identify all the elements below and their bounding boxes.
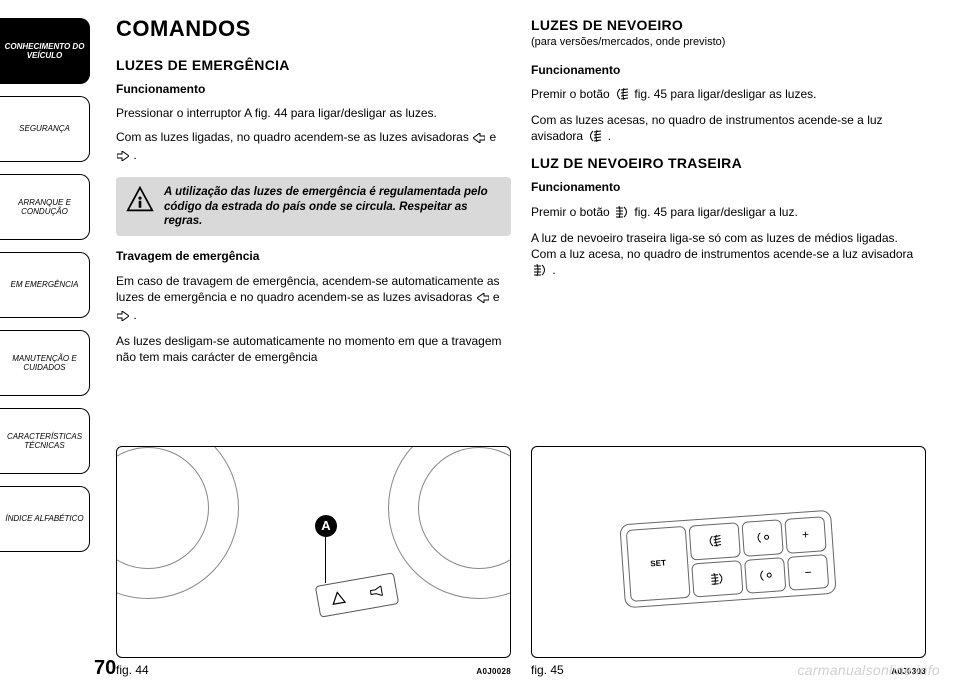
sidebar-tab-conhecimento[interactable]: CONHECIMENTO DO VEÍCULO xyxy=(0,18,90,84)
sidebar-tab-label: CONHECIMENTO DO VEÍCULO xyxy=(4,42,85,60)
body-text: Pressionar o interruptor A fig. 44 para … xyxy=(116,105,511,121)
section-heading-emergencia: LUZES DE EMERGÊNCIA xyxy=(116,56,511,75)
fog-light-rear-icon xyxy=(614,206,630,222)
body-text-fragment: fig. 45 para ligar/desligar a luz. xyxy=(634,205,797,219)
figure-45: + SET − fig. 45 A0J0303 xyxy=(531,446,926,678)
watermark: carmanualsonline.info xyxy=(798,662,941,678)
arrow-left-icon xyxy=(473,131,485,147)
sidebar-tab-seguranca[interactable]: SEGURANÇA xyxy=(0,96,90,162)
horn-icon xyxy=(368,585,384,597)
sidebar-tab-caracteristicas[interactable]: CARACTERÍSTICAS TÉCNICAS xyxy=(0,408,90,474)
panel-btn-set: SET xyxy=(626,526,691,602)
panel-btn-headlamp-up xyxy=(741,519,783,556)
body-text: Com as luzes acesas, no quadro de instru… xyxy=(531,112,926,146)
body-text-fragment: . xyxy=(133,308,136,322)
body-text-fragment: e xyxy=(490,130,497,144)
left-column: COMANDOS LUZES DE EMERGÊNCIA Funcionamen… xyxy=(106,14,521,678)
body-text-fragment: fig. 45 para ligar/desligar as luzes. xyxy=(634,87,816,101)
figure-label: fig. 44 xyxy=(116,662,149,678)
body-text: Com as luzes ligadas, no quadro acendem-… xyxy=(116,129,511,165)
page-number: 70 xyxy=(94,657,116,680)
sidebar-tab-label: CARACTERÍSTICAS TÉCNICAS xyxy=(4,432,85,450)
panel-btn-plus: + xyxy=(784,516,826,553)
panel-btn-headlamp-down xyxy=(744,556,786,593)
subheading-funcionamento: Funcionamento xyxy=(116,81,511,97)
body-text-fragment: . xyxy=(552,263,555,277)
sidebar-nav: CONHECIMENTO DO VEÍCULO SEGURANÇA ARRANQ… xyxy=(0,0,90,686)
hazard-switch xyxy=(315,572,399,617)
panel-btn-fog-front xyxy=(689,522,741,560)
body-text-fragment: . xyxy=(133,148,136,162)
sidebar-tab-emergencia[interactable]: EM EMERGÊNCIA xyxy=(0,252,90,318)
figure-44: A fig. 44 A0J0028 xyxy=(116,446,511,678)
panel-btn-fog-rear xyxy=(691,559,743,597)
body-text-fragment: Premir o botão xyxy=(531,87,613,101)
body-text-fragment: e xyxy=(493,290,500,304)
sidebar-tab-label: EM EMERGÊNCIA xyxy=(10,280,78,289)
panel-btn-minus: − xyxy=(787,553,829,590)
warning-text: A utilização das luzes de emergência é r… xyxy=(164,185,501,228)
hazard-triangle-icon xyxy=(330,590,346,606)
figure-44-frame: A xyxy=(116,446,511,658)
sidebar-tab-manutencao[interactable]: MANUTENÇÃO E CUIDADOS xyxy=(0,330,90,396)
body-text-fragment: Com as luzes acesas, no quadro de instru… xyxy=(531,113,883,143)
fog-light-front-icon xyxy=(614,88,630,104)
arrow-left-icon xyxy=(477,291,489,307)
page-title: COMANDOS xyxy=(116,14,511,44)
body-text: Em caso de travagem de emergência, acend… xyxy=(116,273,511,326)
callout-line xyxy=(325,537,326,583)
subheading-travagem: Travagem de emergência xyxy=(116,248,511,264)
fog-light-rear-icon xyxy=(532,264,548,280)
arrow-right-icon xyxy=(117,309,129,325)
section-heading-nevoeiro-traseira: LUZ DE NEVOEIRO TRASEIRA xyxy=(531,154,926,173)
figure-44-caption: fig. 44 A0J0028 xyxy=(116,662,511,678)
arrow-right-icon xyxy=(117,149,129,165)
sidebar-tab-indice[interactable]: ÍNDICE ALFABÉTICO xyxy=(0,486,90,552)
body-text: A luz de nevoeiro traseira liga-se só co… xyxy=(531,230,926,281)
page-content: COMANDOS LUZES DE EMERGÊNCIA Funcionamen… xyxy=(90,0,960,686)
body-text-fragment: Em caso de travagem de emergência, acend… xyxy=(116,274,500,304)
sidebar-tab-label: ARRANQUE E CONDUÇÃO xyxy=(4,198,85,216)
body-text: Premir o botão fig. 45 para ligar/deslig… xyxy=(531,86,926,104)
section-note: (para versões/mercados, onde previsto) xyxy=(531,35,926,50)
sidebar-tab-label: ÍNDICE ALFABÉTICO xyxy=(5,514,83,523)
section-heading-nevoeiro: LUZES DE NEVOEIRO xyxy=(531,16,926,35)
figure-code: A0J0028 xyxy=(476,667,511,678)
figure-45-frame: + SET − xyxy=(531,446,926,658)
fog-light-front-icon xyxy=(587,130,603,146)
callout-a: A xyxy=(315,515,337,537)
sidebar-tab-label: MANUTENÇÃO E CUIDADOS xyxy=(4,354,85,372)
body-text-fragment: A luz de nevoeiro traseira liga-se só co… xyxy=(531,231,913,261)
body-text-fragment: . xyxy=(608,129,611,143)
fog-light-panel: + SET − xyxy=(619,510,836,609)
sidebar-tab-arranque[interactable]: ARRANQUE E CONDUÇÃO xyxy=(0,174,90,240)
subheading-funcionamento: Funcionamento xyxy=(531,62,926,78)
body-text: Premir o botão fig. 45 para ligar/deslig… xyxy=(531,204,926,222)
body-text-fragment: Premir o botão xyxy=(531,205,613,219)
figure-label: fig. 45 xyxy=(531,662,564,678)
right-column: LUZES DE NEVOEIRO (para versões/mercados… xyxy=(521,14,936,678)
warning-icon xyxy=(126,185,154,213)
sidebar-tab-label: SEGURANÇA xyxy=(19,124,70,133)
body-text-fragment: Com as luzes ligadas, no quadro acendem-… xyxy=(116,130,472,144)
subheading-funcionamento: Funcionamento xyxy=(531,179,926,195)
warning-box: A utilização das luzes de emergência é r… xyxy=(116,177,511,236)
body-text: As luzes desligam-se automaticamente no … xyxy=(116,333,511,365)
